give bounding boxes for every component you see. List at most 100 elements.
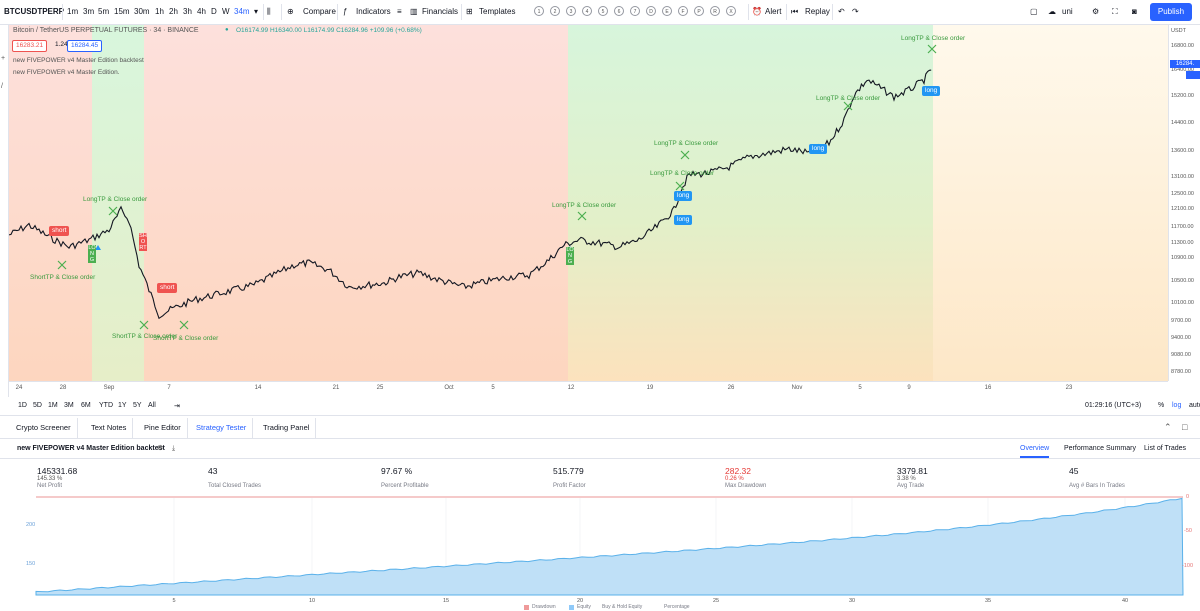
metric-label: Avg Trade [897,483,925,489]
study-label-backtest[interactable]: new FIVEPOWER v4 Master Edition backtest [13,57,144,64]
subtab-performance-summary[interactable]: Performance Summary [1064,445,1136,452]
tab-pine-editor[interactable]: Pine Editor [138,418,188,438]
annotation-short-tp: ShortTP & Close order [153,335,219,342]
range-ytd[interactable]: YTD [99,402,113,409]
export-icon[interactable]: ⤓ [172,445,176,452]
publish-button[interactable]: Publish [1150,3,1192,21]
goto-date-icon[interactable]: ⇥ [174,403,180,410]
templates-button[interactable]: Templates [479,7,516,16]
interval-3h[interactable]: 3h [183,7,192,16]
last-price-label: 16284. [1170,60,1200,68]
gear-icon[interactable]: ⚙ [1092,7,1100,16]
maximize-icon[interactable]: □ [1182,422,1188,432]
symbol-search[interactable]: BTCUSDTPERP [4,7,65,16]
drawdown-right-tick: 0 [1186,494,1190,500]
trendline-icon[interactable]: / [1,83,3,90]
redo-icon[interactable]: ↷ [852,7,859,16]
indicator-shortcut-3[interactable]: 4 [582,6,592,16]
price-axis[interactable]: USDT 16800.00 16400.00 15200.00 14400.00 136… [1168,25,1200,381]
chevron-up-icon[interactable]: ⌃ [1164,422,1172,432]
range-3m[interactable]: 3M [64,402,74,409]
range-5y[interactable]: 5Y [133,402,142,409]
tab-crypto-screener[interactable]: Crypto Screener [10,418,78,438]
indicator-shortcut-6[interactable]: 7 [630,6,640,16]
indicator-shortcut-7[interactable]: D [646,6,656,16]
replay-button[interactable]: Replay [805,7,830,16]
time-tick: 28 [59,385,67,391]
toolbar-separator [748,4,749,20]
alert-clock-icon: ⏰ [752,7,762,16]
range-all[interactable]: All [148,402,156,409]
study-label-indicator[interactable]: new FIVEPOWER v4 Master Edition. [13,69,120,76]
equity-chart[interactable]: 200 150 0 -50 -100 5 10 15 20 25 30 35 40 Drawd… [0,494,1200,611]
fullscreen-frame-icon[interactable]: ▢ [1030,7,1038,16]
bars-icon[interactable]: ≡ [397,7,402,16]
interval-5m[interactable]: 5m [98,7,110,16]
equity-canvas [35,496,1184,596]
legend-drawdown[interactable]: Drawdown [532,604,556,610]
subtab-overview[interactable]: Overview [1020,440,1050,458]
indicator-shortcut-5[interactable]: 6 [614,6,624,16]
percent-toggle[interactable]: % [1158,402,1165,409]
interval-30m[interactable]: 30m [134,7,150,16]
legend-buy-hold[interactable]: Buy & Hold Equity [602,604,643,610]
alert-button[interactable]: Alert [765,7,782,16]
legend-percentage[interactable]: Percentage [664,604,690,610]
time-axis[interactable]: 24 28 Sep 7 14 21 25 Oct 5 12 19 26 Nov 5 9 16 23 [9,381,1168,398]
indicator-shortcut-12[interactable]: X [726,6,736,16]
indicator-shortcut-1[interactable]: 2 [550,6,560,16]
indicator-shortcut-10[interactable]: P [694,6,704,16]
gear-icon[interactable]: ⚙ [157,445,164,452]
candles-icon[interactable]: ⫼ [267,7,271,16]
price-chart[interactable]: Bitcoin / TetherUS PERPETUAL FUTURES · 3… [9,25,1168,381]
metric-label: Profit Factor [553,483,586,489]
log-toggle[interactable]: log [1172,402,1182,409]
legend-equity[interactable]: Equity [577,604,591,610]
range-1m[interactable]: 1M [48,402,58,409]
drawdown-right-tick: -100 [1182,563,1194,569]
layout-name[interactable]: uni [1062,7,1073,16]
interval-2h[interactable]: 2h [169,7,178,16]
strategy-name[interactable]: new FIVEPOWER v4 Master Edition backtest [17,445,165,452]
indicator-shortcut-9[interactable]: F [678,6,688,16]
clock-readout[interactable]: 01:29:16 (UTC+3) [1085,402,1142,409]
range-5d[interactable]: 5D [33,402,42,409]
indicator-shortcut-8[interactable]: E [662,6,672,16]
price-tick: 8780.00 [1171,369,1191,375]
price-tick: 14400.00 [1171,120,1194,126]
financials-button[interactable]: Financials [422,7,459,16]
ask-price[interactable]: 16284.45 [67,40,103,52]
chevron-down-icon[interactable]: ▾ [254,7,259,16]
tab-text-notes[interactable]: Text Notes [85,418,134,438]
indicators-button[interactable]: Indicators [356,7,391,16]
crosshair-icon[interactable]: + [1,55,6,62]
interval-1h[interactable]: 1h [155,7,164,16]
interval-d[interactable]: D [211,7,217,16]
compare-button[interactable]: Compare [303,7,336,16]
indicator-shortcut-2[interactable]: 3 [566,6,576,16]
auto-toggle[interactable]: auto [1189,402,1200,409]
currency-label[interactable]: USDT [1171,28,1186,34]
tab-trading-panel[interactable]: Trading Panel [257,418,317,438]
indicator-shortcut-0[interactable]: 1 [534,6,544,16]
interval-1m[interactable]: 1m [67,7,79,16]
range-1y[interactable]: 1Y [118,402,127,409]
range-1d[interactable]: 1D [18,402,27,409]
interval-4h[interactable]: 4h [197,7,206,16]
interval-3m[interactable]: 3m [83,7,95,16]
interval-w[interactable]: W [222,7,230,16]
last-price-countdown [1186,71,1200,79]
interval-15m[interactable]: 15m [114,7,130,16]
indicator-shortcut-11[interactable]: R [710,6,720,16]
interval-active[interactable]: 34m [234,7,250,16]
undo-icon[interactable]: ↶ [838,7,845,16]
fullscreen-icon[interactable]: ⛶ [1112,7,1118,16]
price-tick: 16400.00 [1171,67,1194,73]
tab-strategy-tester[interactable]: Strategy Tester [190,418,254,438]
subtab-list-of-trades[interactable]: List of Trades [1144,445,1187,452]
equity-swatch [569,605,574,610]
range-6m[interactable]: 6M [81,402,91,409]
indicator-shortcut-4[interactable]: 5 [598,6,608,16]
bid-price[interactable]: 16283.21 [12,40,48,52]
camera-icon[interactable]: ◙ [1132,7,1137,16]
